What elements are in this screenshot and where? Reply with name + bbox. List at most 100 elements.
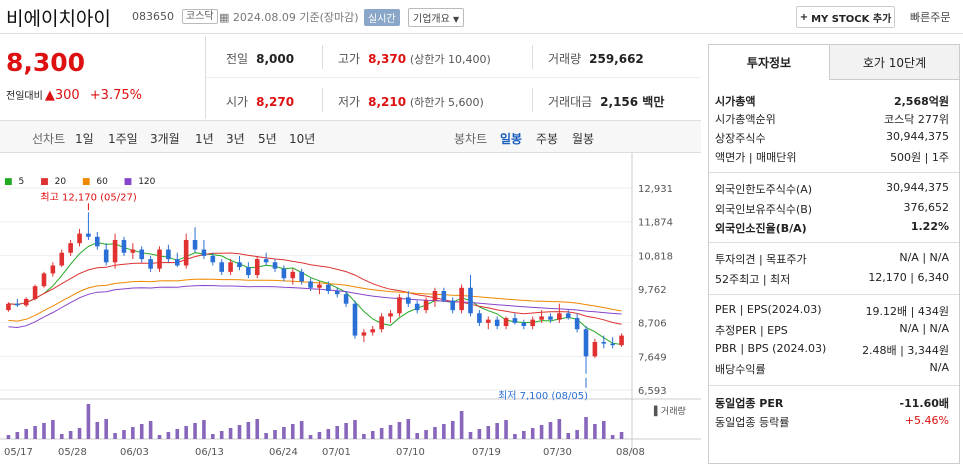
volume-bar xyxy=(353,420,357,439)
info-label: PER | EPS(2024.03) xyxy=(715,303,822,316)
volume-bar xyxy=(308,435,313,439)
high-price: 고가 8,370 (상한가 10,400) xyxy=(338,50,491,67)
info-value: 30,944,375 xyxy=(886,181,949,194)
market-badge: 코스닥 xyxy=(182,9,218,24)
volume-bar xyxy=(202,420,206,439)
tab-1w[interactable]: 1주일 xyxy=(108,132,138,146)
x-tick-label: 07/01 xyxy=(322,447,351,458)
info-row: PER | EPS(2024.03) 19.12배 | 434원 xyxy=(715,303,949,319)
volume-bar xyxy=(86,404,91,439)
price-chart[interactable]: ■ 5 ■ 20 ■ 60 ■ 120 12,931 11,874 10,818 9,762 8… xyxy=(0,153,701,465)
candle-body xyxy=(459,287,464,311)
price-change: 전일대비 ▲300 +3.75% xyxy=(6,87,142,103)
volume-bar xyxy=(539,425,544,439)
candle-body xyxy=(210,255,216,263)
tab-3y[interactable]: 3년 xyxy=(226,132,245,146)
candle-body xyxy=(290,271,296,279)
candle-body xyxy=(183,239,189,266)
candle-body xyxy=(281,268,287,279)
volume-bar xyxy=(362,434,366,439)
tab-1y[interactable]: 1년 xyxy=(195,132,214,146)
divider xyxy=(322,88,323,112)
tab-invest-info[interactable]: 투자정보 xyxy=(709,45,829,80)
prev-label: 전일 xyxy=(226,52,249,66)
section-divider xyxy=(709,294,959,295)
tab-orderbook[interactable]: 호가 10단계 xyxy=(829,45,959,80)
volume-bar xyxy=(131,427,135,439)
tab-monthly[interactable]: 월봉 xyxy=(572,132,595,146)
tab-1d[interactable]: 1일 xyxy=(75,132,94,146)
info-row: 동일업종 PER -11.60배 xyxy=(715,395,949,411)
candle-body xyxy=(334,290,340,295)
prev-value: 8,000 xyxy=(256,52,295,66)
candle-body xyxy=(308,281,313,288)
volume-bar xyxy=(522,431,526,439)
x-tick-label: 06/13 xyxy=(195,447,224,458)
volume-bar xyxy=(548,422,553,439)
candle-body xyxy=(610,343,615,346)
info-row: 52주최고 | 최저 12,170 | 6,340 xyxy=(715,271,949,287)
plus-icon: + xyxy=(799,11,809,23)
change-percent: +3.75% xyxy=(89,88,142,103)
volume-bar xyxy=(211,434,215,439)
quick-order-link[interactable]: 빠른주문 xyxy=(910,11,951,24)
tab-3m[interactable]: 3개월 xyxy=(150,132,180,146)
open-value: 8,270 xyxy=(256,95,295,109)
ma20-line xyxy=(8,252,622,325)
info-value: 12,170 | 6,340 xyxy=(868,271,949,284)
candle-body xyxy=(41,273,47,287)
candle-body xyxy=(450,300,456,311)
info-label: 시가총액 xyxy=(715,95,756,108)
low-label: 저가 xyxy=(338,95,361,109)
candle-body xyxy=(32,286,38,299)
candle-body xyxy=(548,316,553,320)
info-row: 액면가 | 매매단위 500원 | 1주 xyxy=(715,149,949,165)
volume-bar xyxy=(619,432,624,439)
tab-5y[interactable]: 5년 xyxy=(258,132,277,146)
up-triangle-icon: ▲ xyxy=(44,88,55,103)
info-label: 외국인소진율(B/A) xyxy=(715,222,807,235)
candle-body xyxy=(68,243,73,253)
volume-bar xyxy=(495,423,499,439)
volume-bar xyxy=(193,423,197,439)
lower-limit: (하한가 5,600) xyxy=(409,96,484,109)
candle-body xyxy=(557,313,562,320)
legend-ma5: ■ 5 xyxy=(4,177,25,187)
volume-bar xyxy=(433,427,437,439)
info-value: 500원 | 1주 xyxy=(890,151,949,164)
volume-bar xyxy=(219,431,224,439)
candle-body xyxy=(370,329,376,333)
candle-body xyxy=(157,249,162,269)
volume-value: 259,662 xyxy=(589,52,644,66)
candle-body xyxy=(574,318,580,330)
info-value: 1.22% xyxy=(910,220,949,233)
stock-code: 083650 xyxy=(132,10,174,23)
realtime-badge[interactable]: 실시간 xyxy=(364,9,400,26)
candle-body xyxy=(148,259,153,269)
info-label: 투자의견 | 목표주가 xyxy=(715,253,807,266)
candle-body xyxy=(23,298,29,306)
volume-bar xyxy=(486,426,491,439)
info-row: 투자의견 | 목표주가 N/A | N/A xyxy=(715,251,949,267)
mystock-add-button[interactable]: + MY STOCK 추가 xyxy=(796,6,895,28)
info-value: N/A xyxy=(929,361,949,374)
volume-bar xyxy=(51,420,55,439)
volume-bar xyxy=(397,422,402,439)
low-value: 8,210 xyxy=(368,95,407,109)
tab-daily[interactable]: 일봉 xyxy=(500,132,523,146)
info-value: 19.12배 | 434원 xyxy=(865,305,949,318)
candle-body xyxy=(494,319,500,327)
tab-weekly[interactable]: 주봉 xyxy=(536,132,559,146)
price-box xyxy=(0,36,206,119)
info-row: PBR | BPS (2024.03) 2.48배 | 3,344원 xyxy=(715,342,949,358)
candle-body xyxy=(361,332,367,336)
candle-body xyxy=(601,341,607,344)
legend-ma20: ■ 20 xyxy=(40,177,67,187)
y-tick-label: 7,649 xyxy=(638,352,667,363)
calendar-icon: ▦ xyxy=(219,11,230,24)
date-basis: 기준(장마감) xyxy=(299,11,359,24)
y-tick-label: 12,931 xyxy=(638,184,673,195)
tab-10y[interactable]: 10년 xyxy=(289,132,316,146)
volume-bar xyxy=(139,424,144,439)
company-info-button[interactable]: 기업개요 ▼ xyxy=(408,8,465,27)
